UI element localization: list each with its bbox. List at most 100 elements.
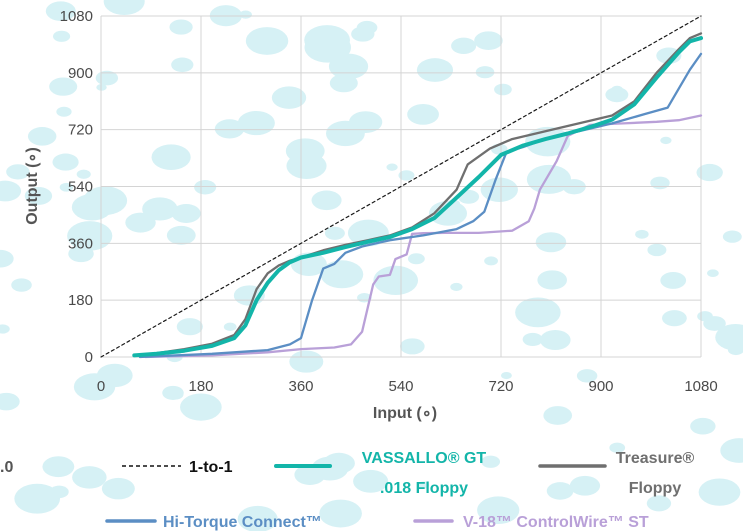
background-dot (176, 318, 203, 336)
x-tick-label: 180 (188, 378, 213, 395)
background-dot (540, 329, 571, 350)
background-dot (450, 282, 463, 291)
background-dot (484, 256, 498, 266)
background-dot (351, 26, 375, 42)
x-tick-label: 0 (97, 378, 105, 395)
background-dot (194, 180, 217, 195)
background-dot (11, 278, 32, 292)
background-dot (477, 496, 520, 525)
y-tick-label: 360 (68, 235, 93, 252)
y-tick-label: 1080 (60, 8, 93, 25)
legend-label-vassallo-line1: VASSALLO® GT (362, 450, 487, 467)
y-tick-label: 900 (68, 65, 93, 82)
background-dot (546, 482, 574, 500)
background-dot (45, 1, 76, 21)
background-dot (535, 232, 567, 253)
background-dot (576, 369, 598, 383)
background-dot (660, 272, 687, 289)
background-dot (722, 230, 742, 243)
background-dot (326, 120, 365, 147)
background-dot (494, 83, 512, 96)
background-dot (522, 332, 543, 346)
y-tick-label: 720 (68, 122, 93, 139)
background-dot (160, 203, 172, 211)
background-dot (543, 406, 573, 425)
background-dot (515, 297, 561, 328)
background-dot (76, 169, 91, 179)
background-dot (239, 10, 252, 19)
background-dot (647, 243, 667, 257)
background-dot (500, 371, 512, 380)
background-dot (451, 37, 477, 55)
y-tick-label: 540 (68, 179, 93, 196)
background-dot (398, 170, 415, 181)
x-tick-label: 360 (288, 378, 313, 395)
legend-item-vassallo: VASSALLO® GT .018 Floppy (274, 450, 487, 497)
background-dot (353, 469, 389, 493)
legend-label-v18: V-18™ ControlWire™ ST (463, 514, 649, 531)
background-dot (0, 324, 10, 334)
legend-label-treasure-line2: Floppy (629, 480, 682, 497)
background-dot (56, 106, 72, 117)
background-dot (237, 505, 278, 531)
background-dot (49, 485, 69, 499)
background-dot (286, 152, 327, 180)
background-dot (329, 73, 358, 93)
background-dot (14, 483, 61, 514)
background-dot (320, 260, 364, 289)
background-dot (646, 495, 672, 512)
legend-label-hi-torque: Hi-Torque Connect™ (163, 514, 322, 531)
background-dot (720, 438, 743, 463)
legend-item-treasure: Treasure® Floppy (538, 450, 694, 497)
background-dot (237, 110, 275, 136)
tick-labels: 0 180 360 540 720 900 1080 0 180 360 540 720 900 1080 (60, 8, 718, 395)
background-dot (52, 153, 79, 171)
background-dot (609, 442, 626, 453)
background-dot (662, 310, 687, 327)
series-line-2 (133, 32, 703, 357)
background-dot (635, 229, 649, 239)
background-dot (162, 385, 184, 400)
legend-item-hi-torque: Hi-Torque Connect™ (105, 514, 322, 531)
series-line-1 (132, 36, 703, 358)
background-dot (271, 86, 307, 109)
background-dot (418, 481, 430, 489)
background-dot (245, 27, 289, 55)
chart-legend: 1-to-1 VASSALLO® GT .018 Floppy Treasure… (105, 450, 694, 531)
background-dot (0, 180, 22, 202)
background-dot (324, 226, 345, 240)
background-dot (475, 66, 495, 79)
x-tick-label: 720 (488, 378, 513, 395)
background-dot (166, 225, 196, 245)
background-dot (72, 466, 107, 489)
background-dot (474, 31, 503, 50)
background-dot (304, 25, 351, 56)
background-dot (101, 477, 135, 500)
background-dot (59, 182, 74, 192)
background-dot (605, 87, 629, 103)
background-dot (715, 324, 743, 351)
background-dot (151, 144, 191, 171)
chart-series (100, 15, 703, 359)
background-dot (180, 393, 222, 421)
legend-label-vassallo-line2: .018 Floppy (380, 480, 468, 497)
background-dot (311, 190, 342, 211)
legend-item-1-to-1: 1-to-1 (122, 459, 233, 476)
background-dot (214, 119, 245, 139)
background-dot (660, 136, 672, 145)
background-dot (537, 270, 567, 290)
background-dot (289, 350, 324, 373)
background-dot (481, 455, 501, 468)
background-dot (569, 475, 601, 496)
background-dot (6, 164, 30, 180)
background-dot (68, 245, 94, 263)
background-dot (707, 269, 719, 277)
background-dot (696, 163, 723, 182)
background-dot (319, 499, 362, 528)
series-line-0 (100, 15, 702, 358)
background-dot (27, 127, 57, 146)
background-dot (142, 197, 178, 221)
background-dot (169, 19, 193, 35)
